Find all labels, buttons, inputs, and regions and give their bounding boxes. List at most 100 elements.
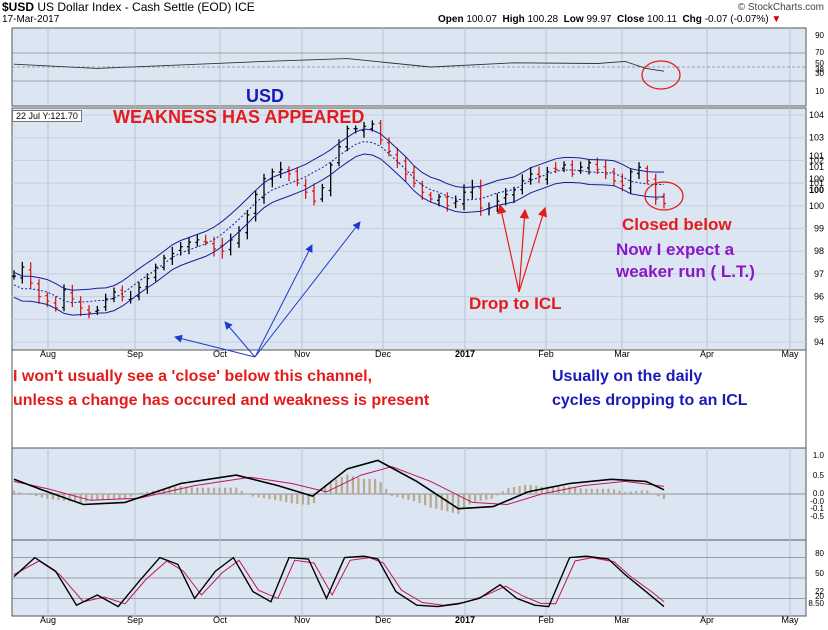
price-marker-label: 100 <box>809 174 824 184</box>
annotation-usd: USD <box>246 86 285 106</box>
channel-lower-line <box>13 153 665 316</box>
macd-tick-label: 0.0 <box>813 489 825 498</box>
month-label: May <box>781 615 799 625</box>
ohlc-bar <box>437 193 441 207</box>
price-tick-label: 102 <box>809 155 824 165</box>
ohlc-bar <box>412 166 416 188</box>
red-pointer-arrow <box>497 203 520 293</box>
ohlc-bar <box>278 161 283 179</box>
ohlc-bar <box>470 179 475 199</box>
price-tick-label: 101 <box>809 178 824 188</box>
macd-tick-label: -0.0 <box>810 497 824 506</box>
ohlc-bar <box>312 183 316 206</box>
ohlc-bar <box>228 233 233 256</box>
ohlc-bar <box>337 139 341 167</box>
stoch-signal-line <box>13 557 665 606</box>
price-tick-label: 104 <box>809 110 824 120</box>
rsi-tick-label: 70 <box>815 48 824 57</box>
price-tick-label: 103 <box>809 133 824 143</box>
month-label: 2017 <box>455 349 475 359</box>
ohlc-bar <box>503 188 508 206</box>
ohlc-bar <box>653 173 658 205</box>
blue-pointer-arrow <box>254 244 313 358</box>
annotation-drop-to-icl: Drop to ICL <box>469 294 562 313</box>
ohlc-bar <box>153 263 158 282</box>
ohlc-bar <box>570 160 575 177</box>
ohlc-bar <box>103 293 108 311</box>
rsi-tick-label: 50 <box>815 59 824 68</box>
price-tick-label: 96 <box>814 292 824 302</box>
ohlc-bar <box>12 270 16 280</box>
month-label: Feb <box>538 349 554 359</box>
month-label: Nov <box>294 349 311 359</box>
month-label: Apr <box>700 615 714 625</box>
price-tick-label: 97 <box>814 269 824 279</box>
stoch-tick-label: 20 <box>815 592 824 601</box>
macd-tick-label: 0.5 <box>813 471 825 480</box>
ohlc-bar <box>295 167 300 186</box>
ohlc-bar <box>628 168 633 194</box>
ohlc-bar <box>287 166 291 182</box>
note-left-line-1: I won't usually see a 'close' below this… <box>13 368 373 385</box>
stoch-tick-label: 50 <box>815 569 824 578</box>
ohlc-bar <box>137 282 141 301</box>
ohlc-bar <box>362 121 366 138</box>
red-pointer-arrow <box>518 206 548 293</box>
ohlc-bar <box>162 254 166 271</box>
low-value: 99.97 <box>586 14 612 25</box>
blue-pointer-arrow <box>224 321 256 358</box>
brand-label: © StockCharts.com <box>737 2 824 13</box>
ohlc-bar <box>462 184 466 211</box>
annotation-panel <box>11 349 807 449</box>
ohlc-bar <box>603 160 608 179</box>
macd-signal-line <box>13 466 665 506</box>
price-marker-label: 101 <box>809 151 824 161</box>
ohlc-bar <box>220 237 225 259</box>
stoch-line <box>13 555 665 608</box>
ohlc-bar <box>262 173 266 204</box>
chart-date: 17-Mar-2017 <box>2 14 60 25</box>
price-tick-label: 98 <box>814 246 824 256</box>
month-label: 2017 <box>455 615 475 625</box>
ohlc-bar <box>612 168 616 186</box>
ohlc-bar <box>28 262 33 290</box>
month-label: Apr <box>700 349 714 359</box>
exchange-label: ICE <box>234 0 255 14</box>
month-label: Nov <box>294 615 311 625</box>
ohlc-bar <box>395 147 400 168</box>
ohlc-bar <box>245 209 250 240</box>
price-marker-label: 101 <box>809 162 824 172</box>
high-value: 100.28 <box>527 14 559 25</box>
ohlc-bar <box>87 304 91 319</box>
ohlc-bar <box>545 166 550 185</box>
ohlc-bar <box>662 192 666 209</box>
stoch-tick-label: 22 <box>815 587 824 596</box>
rsi-tick-label: 90 <box>815 31 824 40</box>
ohlc-bar <box>387 137 391 157</box>
red-pointer-arrow <box>518 208 530 293</box>
ohlc-strip: Open 100.07 High 100.28 Low 99.97 Close … <box>438 14 781 25</box>
ohlc-bar <box>195 234 200 247</box>
ohlc-bar <box>645 165 650 184</box>
macd-tick-label: -0.1 <box>810 504 824 513</box>
inset-label: 22 Jul Y:121.70 <box>12 110 82 122</box>
price-tick-label: 94 <box>814 337 824 347</box>
ohlc-bar <box>328 162 333 197</box>
ohlc-bar <box>520 174 525 195</box>
ohlc-bar <box>453 195 458 209</box>
ohlc-bar <box>345 125 350 152</box>
rsi-tick-label: 38 <box>815 65 824 74</box>
ohlc-bar <box>562 161 566 173</box>
ohlc-bar <box>145 273 150 294</box>
month-label: Oct <box>213 349 228 359</box>
stoch-tick-label: 8.50 <box>808 599 824 608</box>
ohlc-bar <box>253 190 258 222</box>
symbol-label: $USD <box>2 0 35 14</box>
ohlc-bar <box>112 287 116 303</box>
price-tick-label: 95 <box>814 314 824 324</box>
stoch-tick-label: 80 <box>815 549 824 558</box>
ohlc-bar <box>528 166 533 185</box>
close-value: 100.11 <box>647 14 677 25</box>
price-tick-label: 99 <box>814 224 824 234</box>
month-label: Mar <box>614 615 630 625</box>
